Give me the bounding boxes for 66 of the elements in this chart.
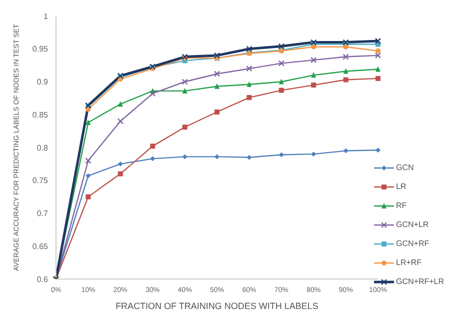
- y-tick-label: 0.75: [32, 176, 49, 186]
- point: [374, 38, 382, 44]
- point: [278, 60, 284, 66]
- legend-label: RF: [396, 200, 407, 212]
- y-tick-label: 1: [44, 12, 49, 21]
- point: [86, 120, 91, 126]
- y-tick-label: 0.8: [36, 143, 49, 152]
- y-tick-label: 0.9: [36, 78, 49, 87]
- point: [118, 101, 123, 107]
- point: [343, 148, 348, 154]
- point: [85, 158, 92, 164]
- point: [117, 118, 124, 124]
- point: [150, 156, 156, 162]
- point: [310, 39, 317, 46]
- point: [86, 173, 91, 178]
- point: [376, 66, 380, 72]
- point: [342, 39, 349, 46]
- point: [311, 152, 316, 157]
- y-tick-label: 0.6: [36, 274, 49, 284]
- point: [376, 48, 380, 54]
- y-tick-label: 0.7: [36, 209, 49, 218]
- point: [278, 43, 284, 50]
- point: [182, 154, 188, 160]
- y-tick-label: 0.85: [32, 110, 49, 120]
- legend-label: LR+RF: [396, 257, 422, 269]
- legend-label: GCN+RF: [396, 238, 430, 250]
- x-axis-title: FRACTION OF TRAINING NODES WITH LABELS: [116, 301, 318, 311]
- legend-label: LR: [396, 181, 406, 193]
- point: [343, 68, 348, 74]
- point: [278, 152, 284, 158]
- y-tick-label: 0.65: [32, 242, 49, 251]
- point: [376, 148, 380, 153]
- legend-label: GCN: [396, 162, 414, 174]
- legend-label: GCN+LR: [396, 219, 429, 231]
- point: [182, 88, 188, 94]
- point: [86, 106, 91, 112]
- point: [214, 109, 220, 114]
- point: [246, 81, 252, 87]
- point: [86, 194, 91, 200]
- point: [311, 72, 316, 78]
- point: [118, 171, 123, 176]
- point: [311, 82, 316, 88]
- point: [246, 154, 252, 160]
- point: [278, 88, 284, 93]
- point: [182, 78, 188, 85]
- point: [150, 144, 156, 149]
- y-tick-label: 0.95: [32, 44, 49, 54]
- point: [182, 124, 188, 130]
- point: [278, 78, 284, 84]
- point: [376, 76, 380, 81]
- point: [214, 154, 220, 160]
- point: [214, 52, 220, 59]
- point: [246, 95, 252, 100]
- point: [246, 46, 252, 52]
- point: [150, 90, 156, 97]
- point: [343, 77, 348, 82]
- point: [374, 52, 382, 59]
- point: [214, 70, 220, 77]
- point: [246, 66, 252, 72]
- point: [118, 161, 123, 166]
- point: [342, 54, 349, 60]
- point: [311, 44, 316, 50]
- point: [214, 83, 220, 89]
- legend-label: GCN+RF+LR: [396, 276, 444, 288]
- point: [310, 56, 317, 64]
- point: [343, 44, 348, 50]
